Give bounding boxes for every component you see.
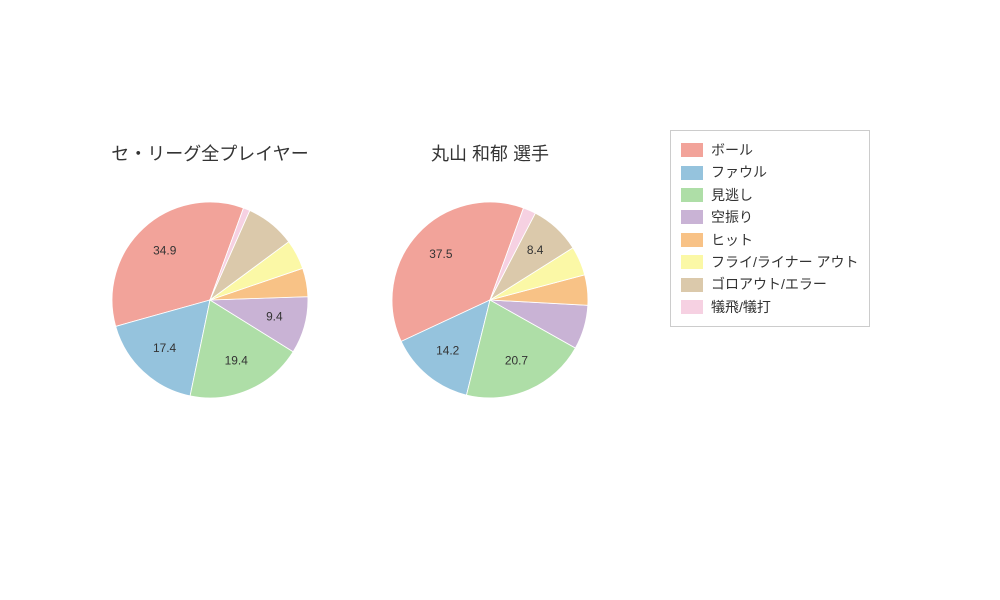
- pie-player: 37.5 14.2 20.7 8.4: [375, 185, 605, 415]
- chart-title-player: 丸山 和郁 選手: [360, 140, 620, 166]
- legend: ボールファウル見逃し空振りヒットフライ/ライナー アウトゴロアウト/エラー犠飛/…: [670, 130, 870, 327]
- legend-swatch-groundout: [681, 278, 703, 292]
- legend-label-flyout: フライ/ライナー アウト: [711, 251, 859, 273]
- legend-item-foul: ファウル: [681, 161, 859, 183]
- chart-stage: セ・リーグ全プレイヤー 34.9 17.4 19.4 9.4 丸山 和郁 選手 37.5 14…: [0, 0, 1000, 600]
- pie-league: 34.9 17.4 19.4 9.4: [95, 185, 325, 415]
- slice-label-player-foul: 14.2: [436, 344, 460, 358]
- chart-title-league: セ・リーグ全プレイヤー: [80, 140, 340, 166]
- legend-swatch-ball: [681, 143, 703, 157]
- legend-item-ball: ボール: [681, 139, 859, 161]
- legend-item-hit: ヒット: [681, 229, 859, 251]
- slice-label-player-look: 20.7: [505, 353, 529, 367]
- legend-swatch-look: [681, 188, 703, 202]
- legend-label-foul: ファウル: [711, 161, 767, 183]
- legend-label-swing: 空振り: [711, 206, 753, 228]
- legend-label-look: 見逃し: [711, 184, 753, 206]
- legend-label-groundout: ゴロアウト/エラー: [711, 273, 827, 295]
- legend-item-look: 見逃し: [681, 184, 859, 206]
- legend-item-groundout: ゴロアウト/エラー: [681, 273, 859, 295]
- legend-swatch-hit: [681, 233, 703, 247]
- legend-item-sac: 犠飛/犠打: [681, 296, 859, 318]
- slice-label-league-look: 19.4: [225, 353, 249, 367]
- slice-label-player-ball: 37.5: [429, 247, 453, 261]
- legend-item-swing: 空振り: [681, 206, 859, 228]
- legend-swatch-sac: [681, 300, 703, 314]
- slice-label-league-ball: 34.9: [153, 243, 177, 257]
- legend-swatch-foul: [681, 166, 703, 180]
- slice-label-player-groundout: 8.4: [527, 243, 544, 257]
- legend-item-flyout: フライ/ライナー アウト: [681, 251, 859, 273]
- legend-label-hit: ヒット: [711, 229, 753, 251]
- slice-label-league-foul: 17.4: [153, 341, 177, 355]
- legend-label-ball: ボール: [711, 139, 753, 161]
- legend-swatch-swing: [681, 210, 703, 224]
- slice-label-league-swing: 9.4: [266, 309, 283, 323]
- legend-label-sac: 犠飛/犠打: [711, 296, 771, 318]
- legend-swatch-flyout: [681, 255, 703, 269]
